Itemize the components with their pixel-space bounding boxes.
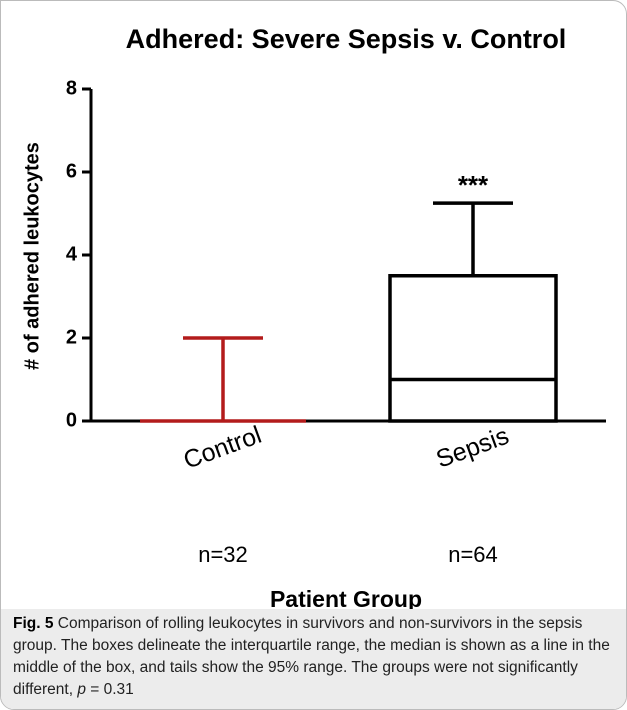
- caption-p: p: [77, 681, 86, 698]
- n-label: n=64: [448, 542, 498, 567]
- x-tick-label: Control: [180, 421, 265, 475]
- x-axis-label: Patient Group: [270, 586, 422, 609]
- annotation: ***: [458, 170, 489, 200]
- y-tick-label: 0: [66, 409, 77, 431]
- caption-label: Fig. 5: [13, 615, 54, 632]
- y-axis-label: # of adhered leukocytes: [21, 142, 43, 370]
- y-tick-label: 6: [66, 160, 77, 182]
- chart-title: Adhered: Severe Sepsis v. Control: [126, 24, 567, 54]
- caption: Fig. 5 Comparison of rolling leukocytes …: [1, 609, 626, 709]
- box: [388, 274, 558, 423]
- caption-p-value: = 0.31: [85, 681, 134, 698]
- y-tick-label: 2: [66, 326, 77, 348]
- caption-text: Comparison of rolling leukocytes in surv…: [13, 615, 610, 698]
- n-label: n=32: [198, 542, 248, 567]
- y-tick-label: 8: [66, 77, 77, 99]
- y-tick-label: 4: [66, 243, 78, 265]
- x-tick-label: Sepsis: [432, 422, 512, 474]
- chart: Adhered: Severe Sepsis v. Control # of a…: [21, 24, 606, 609]
